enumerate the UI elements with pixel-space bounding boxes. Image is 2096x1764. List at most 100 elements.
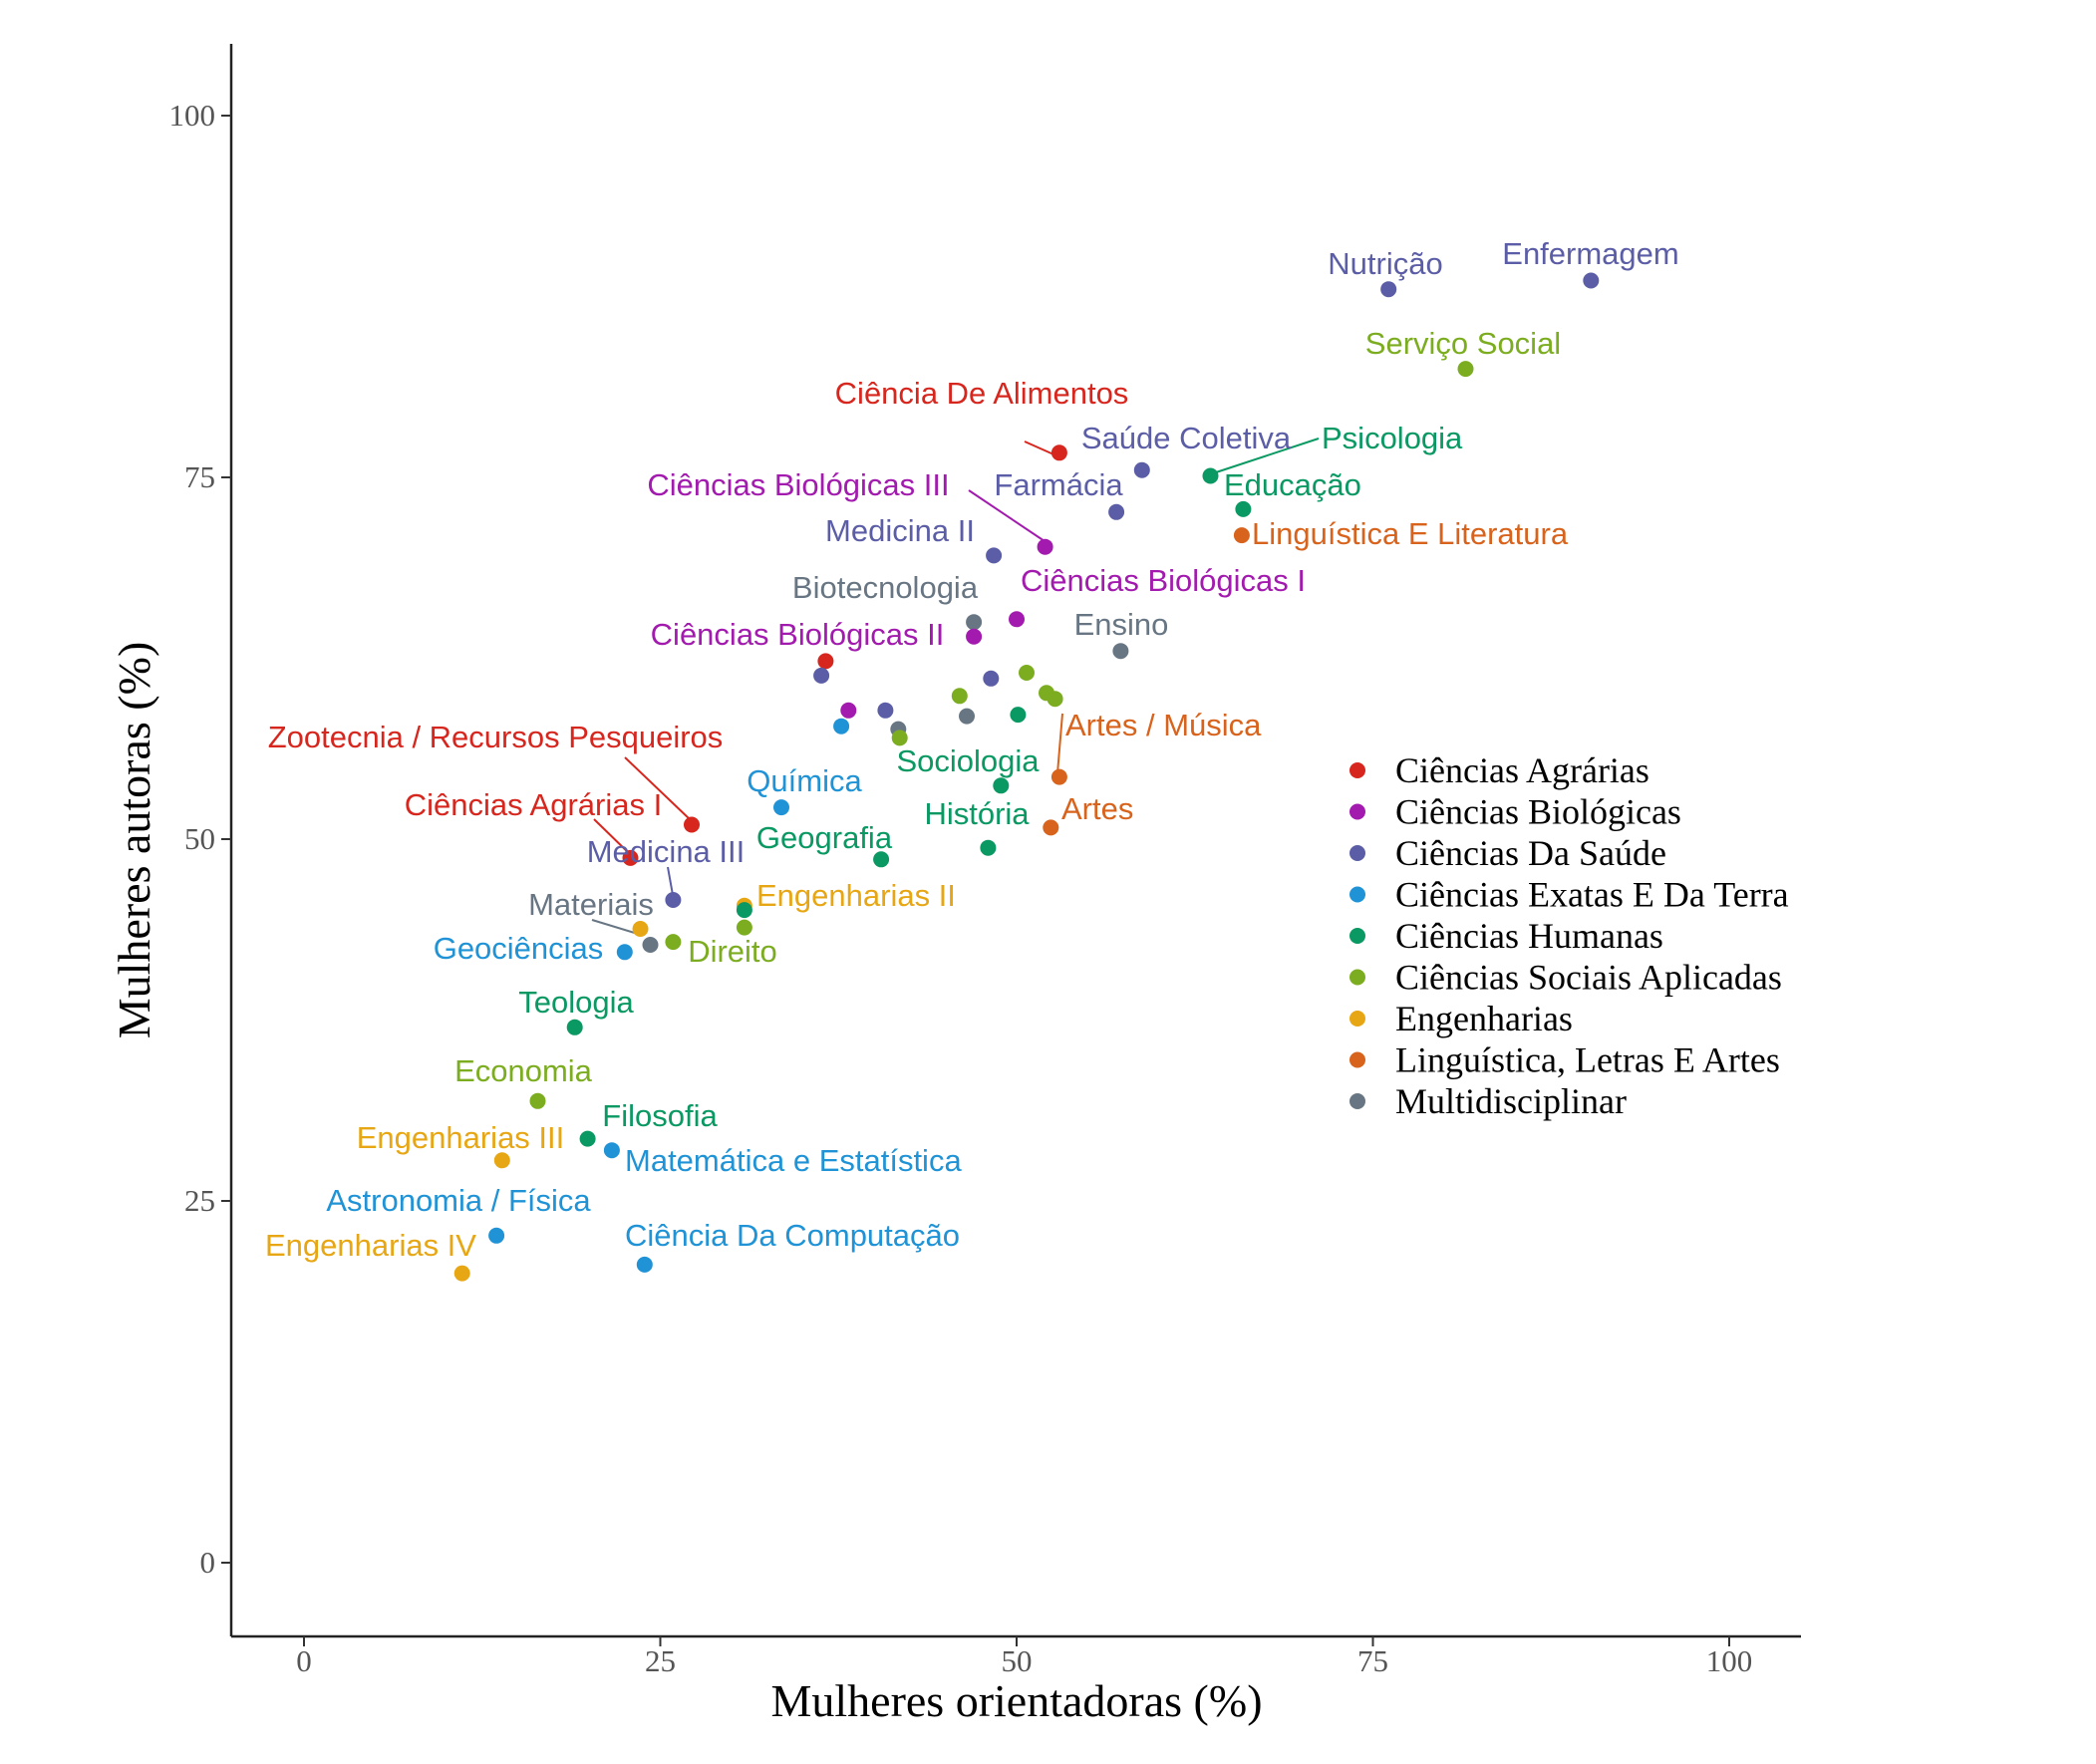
data-point xyxy=(966,614,983,631)
point-label: Medicina III xyxy=(587,834,746,869)
data-point xyxy=(1133,461,1150,478)
data-point xyxy=(983,670,1000,687)
point-label: Ciências Biológicas II xyxy=(651,617,945,652)
x-tick-label: 25 xyxy=(645,1643,676,1678)
data-point xyxy=(1112,643,1129,660)
data-point xyxy=(736,919,752,936)
point-label: História xyxy=(924,796,1030,831)
data-point xyxy=(529,1092,546,1109)
leader-line xyxy=(1212,438,1320,474)
data-point xyxy=(616,944,633,961)
legend-key xyxy=(1349,969,1365,986)
points xyxy=(453,272,1600,1282)
point-label: Engenharias III xyxy=(357,1120,565,1155)
data-point xyxy=(877,702,894,719)
legend-label: Engenharias xyxy=(1395,999,1573,1038)
data-point xyxy=(632,921,649,937)
legend-label: Linguística, Letras E Artes xyxy=(1395,1040,1780,1080)
point-label: Ensino xyxy=(1074,607,1169,642)
data-point xyxy=(873,851,890,868)
data-point xyxy=(1457,361,1474,378)
data-point xyxy=(813,667,830,684)
x-tick-label: 50 xyxy=(1002,1643,1033,1678)
legend-key xyxy=(1349,803,1365,820)
data-point xyxy=(566,1019,583,1035)
point-label: Geografia xyxy=(756,820,893,855)
legend-label: Ciências Sociais Aplicadas xyxy=(1395,958,1782,998)
data-point xyxy=(1202,467,1219,484)
data-point xyxy=(817,653,834,670)
data-point xyxy=(1019,665,1035,681)
y-tick-label: 25 xyxy=(184,1183,215,1218)
point-label: Zootecnia / Recursos Pesqueiros xyxy=(268,720,724,754)
data-point xyxy=(684,816,700,833)
point-label: Sociologia xyxy=(896,743,1040,778)
data-point xyxy=(1050,768,1067,785)
data-point xyxy=(951,688,968,705)
point-label: Materiais xyxy=(528,887,654,922)
data-point xyxy=(1380,281,1397,298)
data-point xyxy=(966,628,983,645)
point-label: Nutrição xyxy=(1328,246,1442,281)
data-point xyxy=(1037,538,1053,555)
y-ticks: 0 25 50 75 100 xyxy=(169,98,231,1580)
legend-key xyxy=(1349,886,1365,903)
leader-line xyxy=(667,866,674,896)
data-point xyxy=(1010,707,1027,724)
data-point xyxy=(840,702,857,719)
data-point xyxy=(636,1256,653,1273)
x-tick-label: 100 xyxy=(1706,1643,1753,1678)
point-label: Enfermagem xyxy=(1502,236,1678,271)
x-axis-title: Mulheres orientadoras (%) xyxy=(770,1675,1262,1726)
leader-line xyxy=(1056,713,1063,774)
leader-line xyxy=(624,756,692,821)
point-label: Medicina II xyxy=(825,513,975,548)
point-label: Geociências xyxy=(434,931,604,966)
legend-label: Ciências Agrárias xyxy=(1395,750,1649,790)
point-label: Economia xyxy=(454,1053,593,1088)
point-label: Artes / Música xyxy=(1065,708,1262,742)
point-label: Engenharias IV xyxy=(265,1228,476,1263)
y-tick-label: 0 xyxy=(200,1545,216,1580)
point-label: Ciência De Alimentos xyxy=(835,376,1129,411)
point-label: Ciência Da Computação xyxy=(625,1218,960,1253)
data-point xyxy=(1583,272,1600,289)
point-labels: Enfermagem Nutrição Serviço Social Ciência … xyxy=(265,236,1679,1263)
x-tick-label: 75 xyxy=(1357,1643,1388,1678)
data-point xyxy=(665,892,682,908)
point-label: Biotecnologia xyxy=(792,570,979,605)
leader-line xyxy=(593,818,632,856)
data-point xyxy=(891,730,908,746)
point-label: Astronomia / Física xyxy=(326,1183,591,1218)
legend-key xyxy=(1349,1051,1365,1068)
leader-line xyxy=(968,489,1046,542)
data-point xyxy=(642,937,659,953)
point-label: Educação xyxy=(1224,467,1361,502)
point-label: Psicologia xyxy=(1322,421,1463,455)
point-label: Engenharias II xyxy=(756,878,956,913)
point-label: Matemática e Estatística xyxy=(625,1143,962,1178)
legend-label: Ciências Exatas E Da Terra xyxy=(1395,875,1789,915)
legend-key xyxy=(1349,1093,1365,1109)
point-label: Filosofia xyxy=(602,1098,718,1133)
data-point xyxy=(1043,819,1059,836)
data-point xyxy=(665,934,682,951)
legend-key xyxy=(1349,762,1365,778)
data-point xyxy=(736,902,752,919)
legend-label: Multidisciplinar xyxy=(1395,1081,1627,1121)
legend-label: Ciências Da Saúde xyxy=(1395,833,1666,873)
leader-lines xyxy=(591,438,1320,935)
point-label: Linguística E Literatura xyxy=(1252,516,1569,551)
data-point xyxy=(986,547,1003,564)
data-point xyxy=(980,839,997,856)
point-label: Ciências Biológicas I xyxy=(1021,563,1306,598)
data-point xyxy=(1050,444,1067,461)
y-tick-label: 100 xyxy=(169,98,216,133)
legend-key xyxy=(1349,1011,1365,1027)
y-tick-label: 75 xyxy=(184,459,215,494)
leader-line xyxy=(591,919,639,935)
legend-key xyxy=(1349,845,1365,861)
